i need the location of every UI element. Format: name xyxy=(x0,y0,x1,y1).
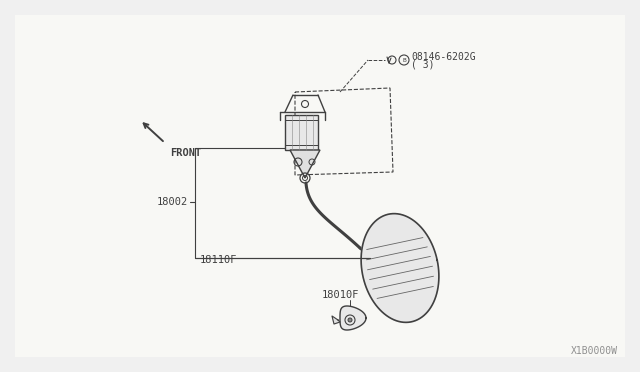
Text: 18002: 18002 xyxy=(157,197,188,207)
Text: B: B xyxy=(402,58,406,62)
Polygon shape xyxy=(290,150,320,178)
Text: X1B0000W: X1B0000W xyxy=(571,346,618,356)
Text: 18110F: 18110F xyxy=(200,255,237,265)
Text: 18010F: 18010F xyxy=(321,290,359,300)
Polygon shape xyxy=(340,306,366,330)
Text: ( 3): ( 3) xyxy=(411,59,435,69)
Circle shape xyxy=(348,318,352,322)
Text: 08146-6202G: 08146-6202G xyxy=(411,52,476,62)
Polygon shape xyxy=(361,214,439,323)
Polygon shape xyxy=(285,115,318,150)
Text: FRONT: FRONT xyxy=(170,148,201,158)
Polygon shape xyxy=(332,316,340,324)
